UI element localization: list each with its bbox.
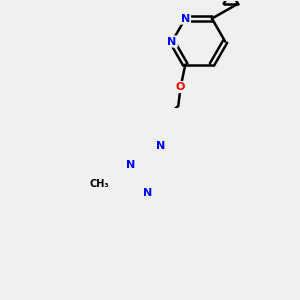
Text: N: N xyxy=(181,14,190,23)
Text: N: N xyxy=(126,160,135,170)
Text: CH₃: CH₃ xyxy=(90,179,110,189)
Text: N: N xyxy=(142,188,152,198)
Text: N: N xyxy=(167,37,177,46)
Text: N: N xyxy=(156,141,165,151)
Text: O: O xyxy=(176,82,185,92)
